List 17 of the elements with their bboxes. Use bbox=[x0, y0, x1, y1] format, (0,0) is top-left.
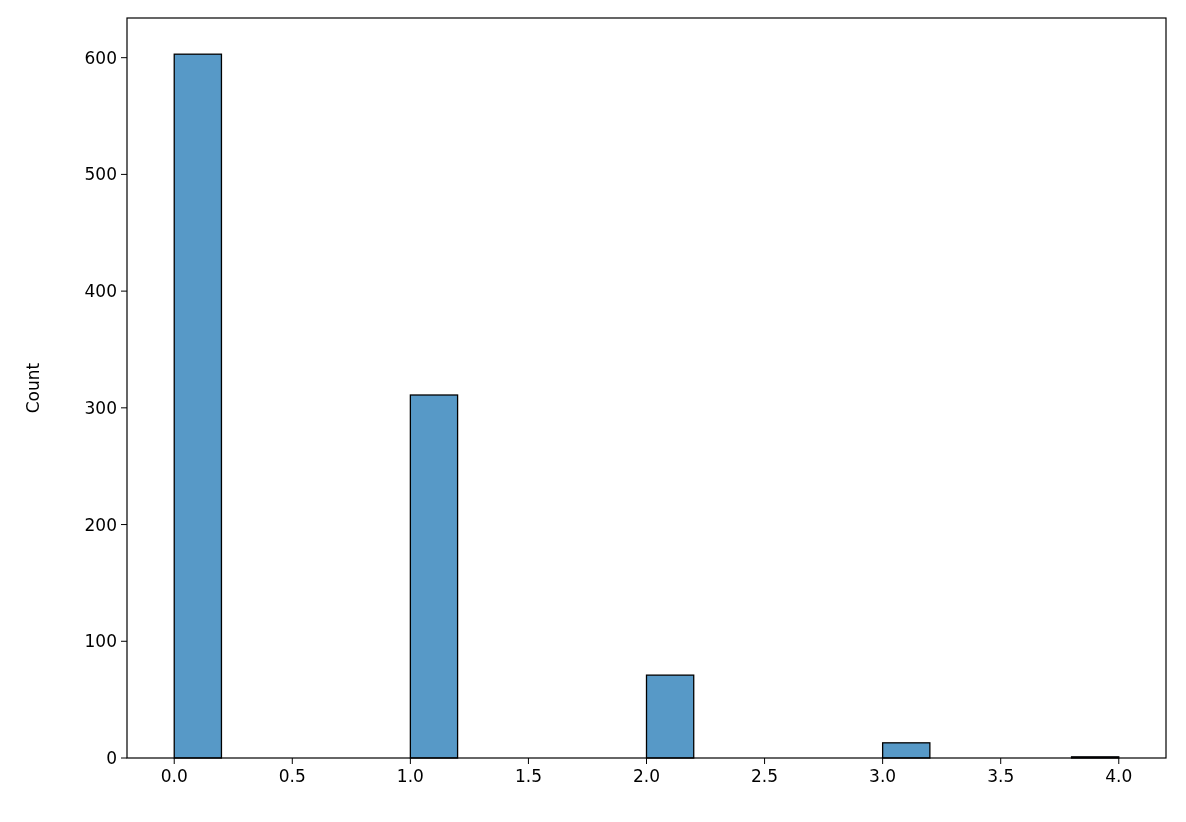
y-tick-label: 300 bbox=[84, 397, 117, 418]
y-tick-label: 400 bbox=[84, 281, 117, 302]
x-tick-label: 1.5 bbox=[514, 766, 542, 786]
y-tick-label: 0 bbox=[106, 747, 117, 768]
x-tick-label: 2.5 bbox=[751, 766, 779, 786]
y-tick-label: 100 bbox=[84, 631, 117, 652]
y-axis-title: Count bbox=[23, 362, 43, 414]
x-tick-label: 2.0 bbox=[632, 766, 661, 786]
x-tick-label: 1.0 bbox=[396, 766, 424, 786]
x-tick-label: 0.5 bbox=[278, 766, 306, 786]
x-tick-label: 4.0 bbox=[1105, 766, 1133, 786]
y-tick-label: 500 bbox=[84, 164, 117, 185]
y-tick-label: 600 bbox=[84, 47, 117, 68]
x-tick-label: 3.0 bbox=[869, 766, 897, 786]
y-tick-label: 200 bbox=[84, 514, 117, 535]
x-tick-label: 3.5 bbox=[987, 766, 1015, 786]
x-tick-label: 0.0 bbox=[160, 766, 188, 786]
